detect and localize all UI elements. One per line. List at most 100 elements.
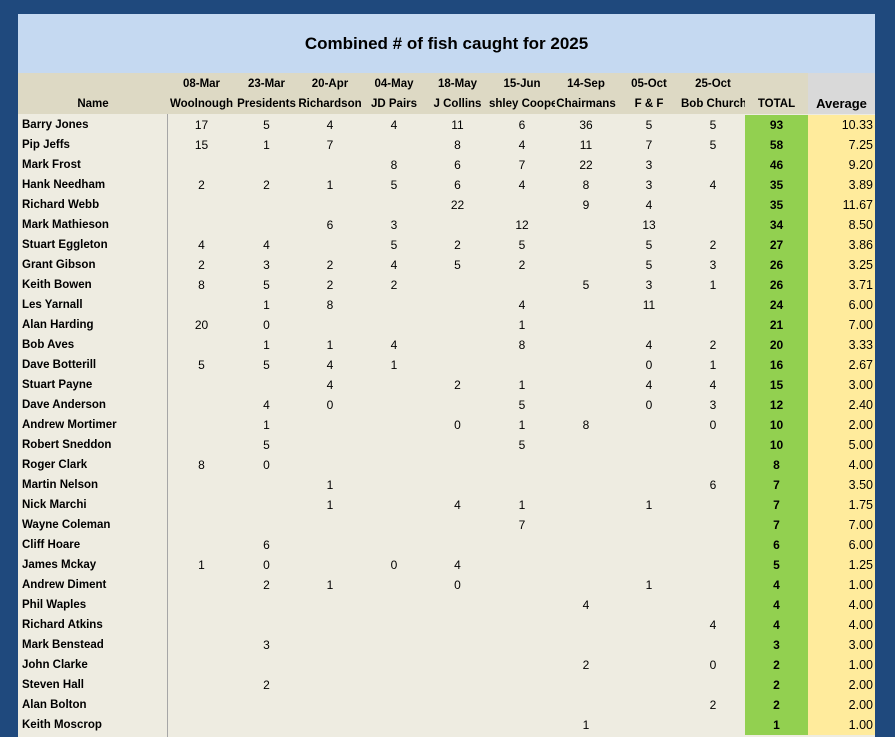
score-cell: 3 <box>709 258 717 272</box>
player-name: Dave Botterill <box>22 359 97 371</box>
average-cell: 1.00 <box>808 575 875 595</box>
score-cell: 4 <box>326 118 334 132</box>
date-header: 18-May <box>438 78 477 90</box>
score-cell: 5 <box>645 238 653 252</box>
score-cell: 4 <box>518 178 526 192</box>
score-cell: 3 <box>645 178 653 192</box>
score-cell: 4 <box>390 338 398 352</box>
total-cell: 46 <box>745 155 808 175</box>
date-header: 08-Mar <box>182 78 221 90</box>
score-cell: 5 <box>518 438 526 452</box>
score-cell: 1 <box>326 478 334 492</box>
player-name: James Mckay <box>22 559 97 571</box>
score-cell: 17 <box>194 118 209 132</box>
score-cell: 2 <box>390 278 398 292</box>
sheet-title: Combined # of fish caught for 2025 <box>18 14 875 73</box>
score-cell: 4 <box>454 558 461 572</box>
total-cell: 4 <box>745 615 808 635</box>
average-cell: 1.00 <box>808 655 875 675</box>
score-cell: 1 <box>326 578 334 592</box>
score-cell: 2 <box>709 698 717 712</box>
player-name: Mark Benstead <box>22 639 104 651</box>
score-cell: 3 <box>709 398 717 412</box>
score-cell: 5 <box>709 118 717 132</box>
total-cell: 5 <box>745 555 808 575</box>
score-cell: 15 <box>194 138 209 152</box>
player-name: Stuart Eggleton <box>22 239 108 251</box>
score-cell: 4 <box>454 498 461 512</box>
average-cell: 3.86 <box>808 235 875 255</box>
score-cell: 4 <box>709 378 717 392</box>
score-cell: 12 <box>515 218 529 232</box>
average-cell: 5.00 <box>808 435 875 455</box>
score-cell: 5 <box>390 178 398 192</box>
score-cell: 4 <box>582 598 590 612</box>
score-cell: 3 <box>645 158 653 172</box>
player-name: Mark Frost <box>22 159 81 171</box>
score-cell: 0 <box>454 418 461 432</box>
average-cell: 11.67 <box>808 195 875 215</box>
average-cell: 4.00 <box>808 615 875 635</box>
score-cell: 11 <box>579 138 593 152</box>
player-name: Cliff Hoare <box>22 539 81 551</box>
header-band <box>18 73 875 114</box>
score-cell: 3 <box>263 638 270 652</box>
event-header: Richardson <box>298 98 362 110</box>
player-name: Roger Clark <box>22 459 88 471</box>
total-cell: 7 <box>745 515 808 535</box>
total-cell: 20 <box>745 335 808 355</box>
score-cell: 1 <box>326 338 334 352</box>
score-cell: 4 <box>390 118 398 132</box>
average-cell: 3.00 <box>808 635 875 655</box>
score-cell: 5 <box>645 118 653 132</box>
player-name: Keith Bowen <box>22 279 92 291</box>
score-cell: 2 <box>263 578 270 592</box>
score-cell: 2 <box>582 658 590 672</box>
score-cell: 5 <box>709 138 717 152</box>
total-cell: 16 <box>745 355 808 375</box>
average-cell: 7.00 <box>808 315 875 335</box>
score-cell: 5 <box>518 238 526 252</box>
score-cell: 6 <box>518 118 526 132</box>
score-cell: 1 <box>263 298 270 312</box>
player-name: Steven Hall <box>22 679 84 691</box>
total-cell: 2 <box>745 655 808 675</box>
average-cell: 2.00 <box>808 415 875 435</box>
average-cell: 3.71 <box>808 275 875 295</box>
player-name: Martin Nelson <box>22 479 99 491</box>
date-header: 05-Oct <box>631 78 667 90</box>
average-cell: 4.00 <box>808 455 875 475</box>
score-cell: 4 <box>709 178 717 192</box>
average-cell: 6.00 <box>808 535 875 555</box>
score-cell: 6 <box>263 538 270 552</box>
average-cell: 3.89 <box>808 175 875 195</box>
score-cell: 2 <box>263 678 270 692</box>
event-header: Chairmans <box>556 98 616 110</box>
player-name: Hank Needham <box>22 179 106 191</box>
score-cell: 3 <box>263 258 270 272</box>
average-cell: 1.00 <box>808 715 875 735</box>
score-cell: 5 <box>263 438 270 452</box>
score-cell: 4 <box>518 138 526 152</box>
event-header: shley Coope <box>489 98 555 110</box>
player-name: Richard Atkins <box>22 619 103 631</box>
score-cell: 2 <box>198 258 205 272</box>
total-cell: 8 <box>745 455 808 475</box>
score-cell: 0 <box>645 358 653 372</box>
total-cell: 26 <box>745 275 808 295</box>
score-cell: 0 <box>454 578 461 592</box>
score-cell: 7 <box>518 518 526 532</box>
player-name: Robert Sneddon <box>22 439 112 451</box>
total-cell: 12 <box>745 395 808 415</box>
player-name: Richard Webb <box>22 199 100 211</box>
score-cell: 22 <box>579 158 593 172</box>
average-header: Average <box>808 73 875 114</box>
score-cell: 5 <box>645 258 653 272</box>
score-cell: 13 <box>642 218 656 232</box>
score-cell: 11 <box>642 298 656 312</box>
score-cell: 7 <box>326 138 334 152</box>
average-cell: 10.33 <box>808 115 875 135</box>
score-cell: 5 <box>582 278 590 292</box>
average-cell: 9.20 <box>808 155 875 175</box>
